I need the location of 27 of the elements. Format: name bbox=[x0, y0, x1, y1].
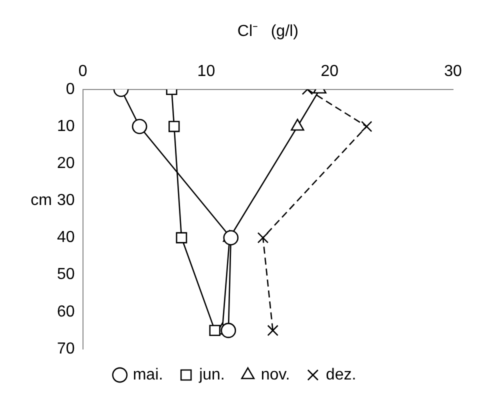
point bbox=[267, 324, 278, 336]
legend-label: dez. bbox=[326, 366, 356, 384]
point bbox=[209, 324, 220, 336]
point bbox=[176, 232, 188, 244]
y-axis-title: cm bbox=[30, 192, 52, 210]
point bbox=[220, 322, 236, 338]
x-axis-title: Cl⁻ (g/l) bbox=[237, 23, 298, 40]
point bbox=[223, 230, 239, 246]
x-tick-label: 30 bbox=[444, 63, 462, 80]
legend-label: nov. bbox=[260, 366, 290, 384]
point bbox=[361, 120, 372, 132]
x-tick-label: 10 bbox=[197, 63, 216, 80]
y-tick-label: 30 bbox=[57, 192, 75, 210]
y-tick-label: 60 bbox=[57, 303, 75, 320]
y-tick-label: 50 bbox=[57, 266, 75, 284]
legend-label: jun. bbox=[198, 366, 225, 384]
point bbox=[132, 118, 148, 134]
y-tick-label: 0 bbox=[66, 80, 75, 98]
y-tick-label: 20 bbox=[57, 154, 75, 172]
point bbox=[168, 120, 180, 132]
x-tick-label: 20 bbox=[320, 63, 339, 80]
y-tick-label: 40 bbox=[57, 229, 75, 246]
x-tick-label: 0 bbox=[78, 63, 88, 80]
legend-label: mai. bbox=[132, 366, 164, 384]
y-tick-label: 70 bbox=[57, 340, 75, 358]
y-tick-label: 10 bbox=[57, 118, 75, 135]
point bbox=[257, 232, 269, 244]
